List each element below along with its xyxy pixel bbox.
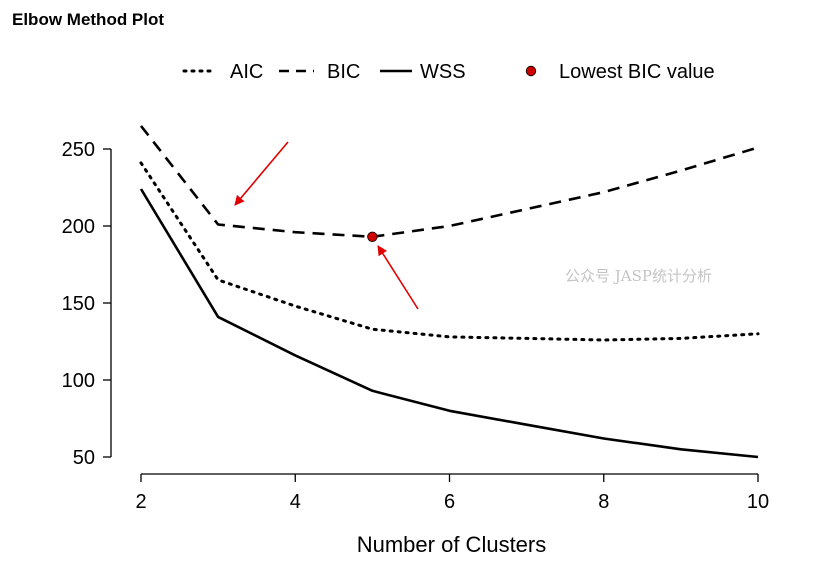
legend-lowest-bic-marker [525, 65, 537, 77]
x-axis-label: Number of Clusters [357, 532, 547, 557]
arrow-annotation-lowest-bic [377, 245, 419, 310]
x-tick-label: 8 [598, 491, 609, 513]
bic-line [139, 125, 759, 239]
watermark-text: 公众号 JASP统计分析 [565, 267, 712, 285]
lowest-bic-point [367, 231, 378, 242]
aic-line [139, 161, 760, 342]
x-tick-label: 10 [747, 491, 769, 513]
arrow-annotation-bic-elbow [234, 141, 289, 206]
wss-line [139, 188, 759, 459]
legend-aic-label: AIC [230, 61, 263, 83]
y-tick-label: 50 [73, 447, 95, 469]
y-tick-label: 200 [62, 216, 95, 238]
y-tick-label: 100 [62, 370, 95, 392]
plot-title: Elbow Method Plot [12, 10, 165, 29]
y-tick-label: 150 [62, 293, 95, 315]
legend-bic-label: BIC [327, 61, 360, 83]
legend-lowest-bic-label: Lowest BIC value [559, 61, 715, 83]
x-tick-label: 4 [290, 491, 301, 513]
x-tick-label: 2 [135, 491, 146, 513]
x-tick-label: 6 [444, 491, 455, 513]
legend-wss-label: WSS [420, 61, 466, 83]
y-tick-label: 250 [62, 139, 95, 161]
